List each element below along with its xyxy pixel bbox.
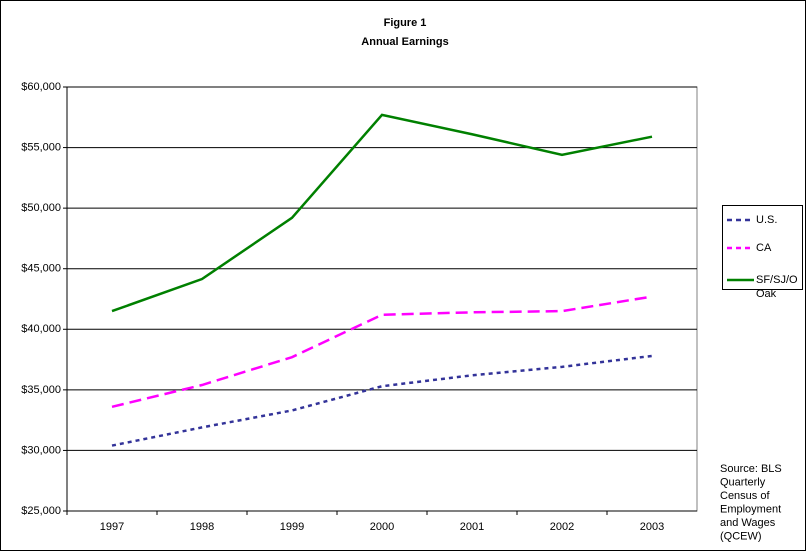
x-tick-label: 1999: [280, 521, 304, 533]
y-tick-label: $60,000: [21, 81, 61, 93]
y-tick-label: $45,000: [21, 263, 61, 275]
series-line: [111, 113, 653, 313]
series-line: [111, 295, 653, 409]
y-tick-label: $25,000: [21, 505, 61, 517]
y-tick-label: $40,000: [21, 323, 61, 335]
source-note: Employment: [720, 503, 781, 515]
x-tick-label: 2003: [640, 521, 664, 533]
legend-box: [722, 205, 803, 290]
chart-title: Figure 1: [384, 17, 427, 29]
legend-label: U.S.: [756, 214, 777, 226]
x-tick-label: 2002: [550, 521, 574, 533]
source-note: and Wages: [720, 517, 776, 529]
y-tick-label: $30,000: [21, 444, 61, 456]
source-note: Source: BLS: [720, 463, 782, 475]
legend-label: SF/SJ/O Oak: [756, 274, 798, 300]
source-note: Census of: [720, 490, 770, 502]
series-line: [111, 354, 653, 447]
chart-title: Annual Earnings: [361, 36, 448, 48]
x-tick-label: 2000: [370, 521, 394, 533]
y-tick-label: $55,000: [21, 141, 61, 153]
legend-label: CA: [756, 242, 772, 254]
y-tick-label: $50,000: [21, 202, 61, 214]
x-tick-label: 2001: [460, 521, 484, 533]
y-tick-label: $35,000: [21, 384, 61, 396]
source-note: Quarterly: [720, 476, 766, 488]
x-tick-label: 1997: [100, 521, 124, 533]
plot-area: [66, 86, 698, 512]
x-tick-label: 1998: [190, 521, 214, 533]
source-note: (QCEW): [720, 530, 762, 542]
